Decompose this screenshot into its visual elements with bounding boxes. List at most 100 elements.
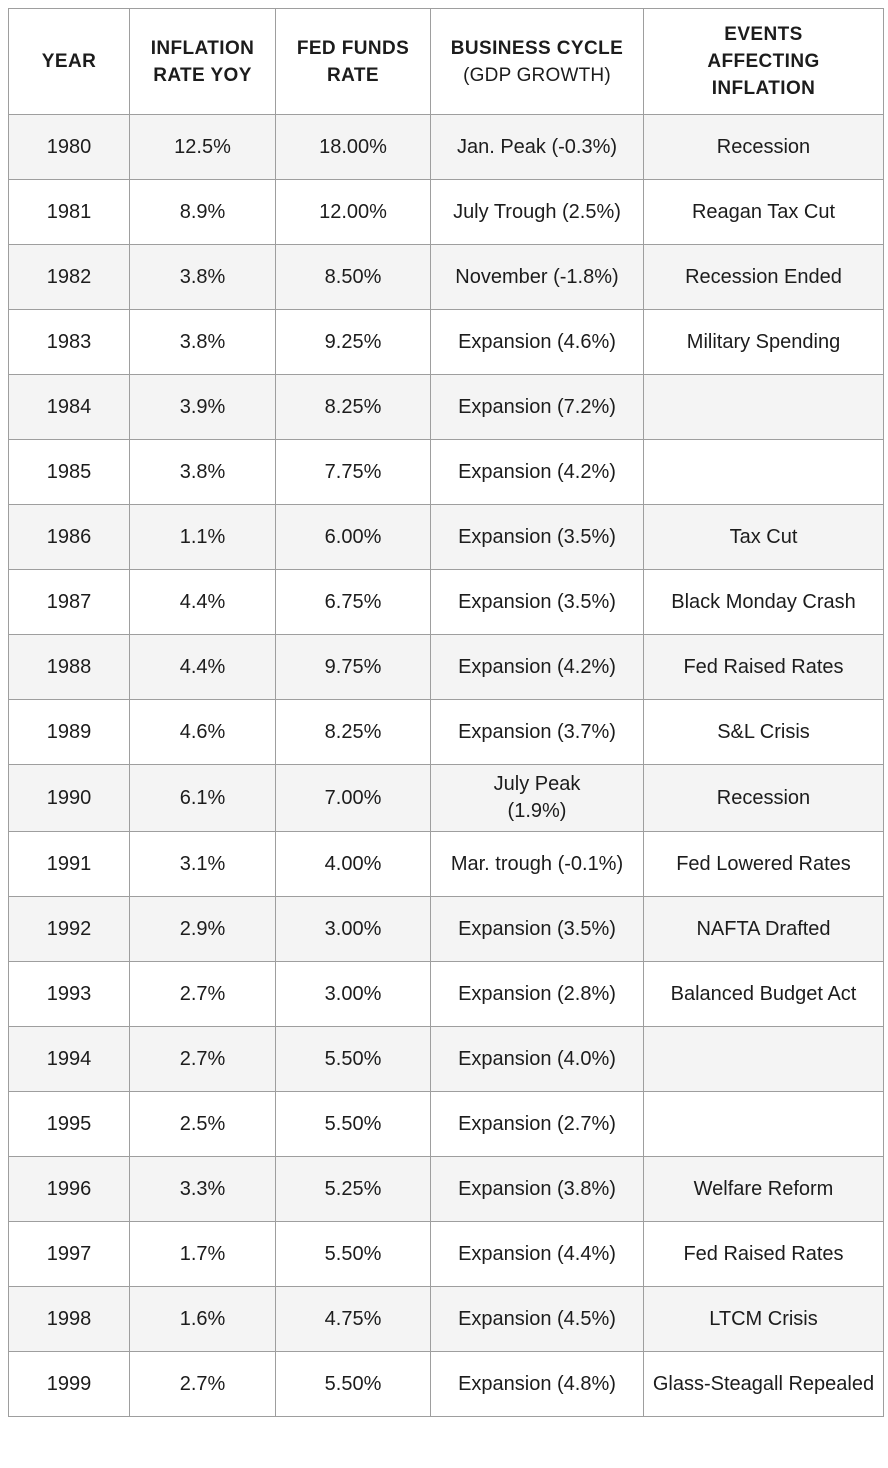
- year-cell: 1992: [8, 896, 130, 962]
- inflation-cell: 3.8%: [129, 309, 276, 375]
- cycle-cell: Expansion (4.6%): [430, 309, 644, 375]
- column-header-inflation: INFLATION RATE YOY: [129, 8, 276, 115]
- column-header-label: YEAR: [41, 51, 97, 72]
- inflation-cell: 3.8%: [129, 439, 276, 505]
- cycle-cell: Expansion (7.2%): [430, 374, 644, 440]
- fed_funds-cell: 5.25%: [275, 1156, 431, 1222]
- fed_funds-cell: 5.50%: [275, 1351, 431, 1417]
- table-row: 1981 8.9% 12.00% July Trough (2.5%) Reagan T…: [8, 179, 884, 245]
- events-cell: Military Spending: [643, 309, 884, 375]
- table-row: 1989 4.6% 8.25% Expansion (3.7%) S&L Crisis: [8, 699, 884, 765]
- table-row: 1982 3.8% 8.50% November (-1.8%) Recession E…: [8, 244, 884, 310]
- table-row: 1980 12.5% 18.00% Jan. Peak (-0.3%) Recessio…: [8, 114, 884, 180]
- cycle-cell: Expansion (4.2%): [430, 439, 644, 505]
- cycle-cell: Expansion (3.5%): [430, 896, 644, 962]
- table-row: 1997 1.7% 5.50% Expansion (4.4%) Fed Raised …: [8, 1221, 884, 1287]
- table-row: 1987 4.4% 6.75% Expansion (3.5%) Black Monda…: [8, 569, 884, 635]
- fed_funds-cell: 18.00%: [275, 114, 431, 180]
- table-row: 1988 4.4% 9.75% Expansion (4.2%) Fed Raised …: [8, 634, 884, 700]
- events-cell: [643, 1026, 884, 1092]
- events-cell: Welfare Reform: [643, 1156, 884, 1222]
- events-cell: Black Monday Crash: [643, 569, 884, 635]
- inflation-cell: 2.9%: [129, 896, 276, 962]
- table-row: 1984 3.9% 8.25% Expansion (7.2%): [8, 374, 884, 440]
- column-header-year: YEAR: [8, 8, 130, 115]
- inflation-cell: 8.9%: [129, 179, 276, 245]
- year-cell: 1996: [8, 1156, 130, 1222]
- table-row: 1990 6.1% 7.00% July Peak (1.9%) Recession: [8, 764, 884, 832]
- header-row: YEAR INFLATION RATE YOY FED FUNDS RATE BUSI…: [8, 8, 884, 115]
- fed_funds-cell: 5.50%: [275, 1221, 431, 1287]
- events-cell: [643, 439, 884, 505]
- year-cell: 1995: [8, 1091, 130, 1157]
- events-cell: Reagan Tax Cut: [643, 179, 884, 245]
- cycle-cell: July Trough (2.5%): [430, 179, 644, 245]
- fed_funds-cell: 5.50%: [275, 1026, 431, 1092]
- inflation-cell: 4.4%: [129, 634, 276, 700]
- table-body: 1980 12.5% 18.00% Jan. Peak (-0.3%) Recessio…: [8, 114, 884, 1417]
- fed_funds-cell: 4.00%: [275, 831, 431, 897]
- inflation-cell: 3.8%: [129, 244, 276, 310]
- fed_funds-cell: 9.75%: [275, 634, 431, 700]
- year-cell: 1990: [8, 764, 130, 832]
- year-cell: 1982: [8, 244, 130, 310]
- cycle-cell: Expansion (2.7%): [430, 1091, 644, 1157]
- events-cell: Glass-Steagall Repealed: [643, 1351, 884, 1417]
- column-header-label: FED FUNDS RATE: [296, 37, 410, 86]
- cycle-cell: Jan. Peak (-0.3%): [430, 114, 644, 180]
- fed_funds-cell: 12.00%: [275, 179, 431, 245]
- inflation-cell: 6.1%: [129, 764, 276, 832]
- cycle-cell: Expansion (4.0%): [430, 1026, 644, 1092]
- fed_funds-cell: 7.00%: [275, 764, 431, 832]
- table-row: 1993 2.7% 3.00% Expansion (2.8%) Balanced Bu…: [8, 961, 884, 1027]
- fed_funds-cell: 3.00%: [275, 896, 431, 962]
- column-header-label: BUSINESS CYCLE: [450, 37, 624, 59]
- table-container: YEAR INFLATION RATE YOY FED FUNDS RATE BUSI…: [8, 8, 884, 1417]
- inflation-cell: 2.7%: [129, 1351, 276, 1417]
- cycle-cell: July Peak (1.9%): [430, 764, 644, 832]
- column-header-subtitle: (GDP GROWTH): [463, 64, 611, 86]
- table-header: YEAR INFLATION RATE YOY FED FUNDS RATE BUSI…: [8, 8, 884, 115]
- cycle-cell: Expansion (4.4%): [430, 1221, 644, 1287]
- events-cell: [643, 1091, 884, 1157]
- table-row: 1983 3.8% 9.25% Expansion (4.6%) Military Sp…: [8, 309, 884, 375]
- fed_funds-cell: 3.00%: [275, 961, 431, 1027]
- column-header-label: INFLATION RATE YOY: [150, 37, 255, 86]
- year-cell: 1998: [8, 1286, 130, 1352]
- year-cell: 1991: [8, 831, 130, 897]
- fed_funds-cell: 8.50%: [275, 244, 431, 310]
- inflation-cell: 4.6%: [129, 699, 276, 765]
- inflation-cell: 4.4%: [129, 569, 276, 635]
- inflation-cell: 2.7%: [129, 961, 276, 1027]
- fed_funds-cell: 8.25%: [275, 374, 431, 440]
- cycle-cell: Expansion (3.5%): [430, 504, 644, 570]
- cycle-cell: Expansion (2.8%): [430, 961, 644, 1027]
- events-cell: LTCM Crisis: [643, 1286, 884, 1352]
- fed_funds-cell: 5.50%: [275, 1091, 431, 1157]
- fed_funds-cell: 9.25%: [275, 309, 431, 375]
- events-cell: Fed Lowered Rates: [643, 831, 884, 897]
- year-cell: 1983: [8, 309, 130, 375]
- cycle-cell: Expansion (4.2%): [430, 634, 644, 700]
- table-row: 1992 2.9% 3.00% Expansion (3.5%) NAFTA Draft…: [8, 896, 884, 962]
- cycle-cell: November (-1.8%): [430, 244, 644, 310]
- table-row: 1995 2.5% 5.50% Expansion (2.7%): [8, 1091, 884, 1157]
- year-cell: 1989: [8, 699, 130, 765]
- fed_funds-cell: 7.75%: [275, 439, 431, 505]
- fed_funds-cell: 8.25%: [275, 699, 431, 765]
- inflation-cell: 3.3%: [129, 1156, 276, 1222]
- cycle-cell: Expansion (3.7%): [430, 699, 644, 765]
- table-row: 1998 1.6% 4.75% Expansion (4.5%) LTCM Crisis: [8, 1286, 884, 1352]
- events-cell: Tax Cut: [643, 504, 884, 570]
- fed_funds-cell: 6.00%: [275, 504, 431, 570]
- inflation-history-table: YEAR INFLATION RATE YOY FED FUNDS RATE BUSI…: [8, 8, 884, 1417]
- inflation-cell: 1.7%: [129, 1221, 276, 1287]
- events-cell: Recession: [643, 114, 884, 180]
- fed_funds-cell: 6.75%: [275, 569, 431, 635]
- year-cell: 1988: [8, 634, 130, 700]
- cycle-cell: Expansion (4.5%): [430, 1286, 644, 1352]
- column-header-cycle: BUSINESS CYCLE (GDP GROWTH): [430, 8, 644, 115]
- inflation-cell: 3.9%: [129, 374, 276, 440]
- cycle-cell: Expansion (4.8%): [430, 1351, 644, 1417]
- events-cell: Recession: [643, 764, 884, 832]
